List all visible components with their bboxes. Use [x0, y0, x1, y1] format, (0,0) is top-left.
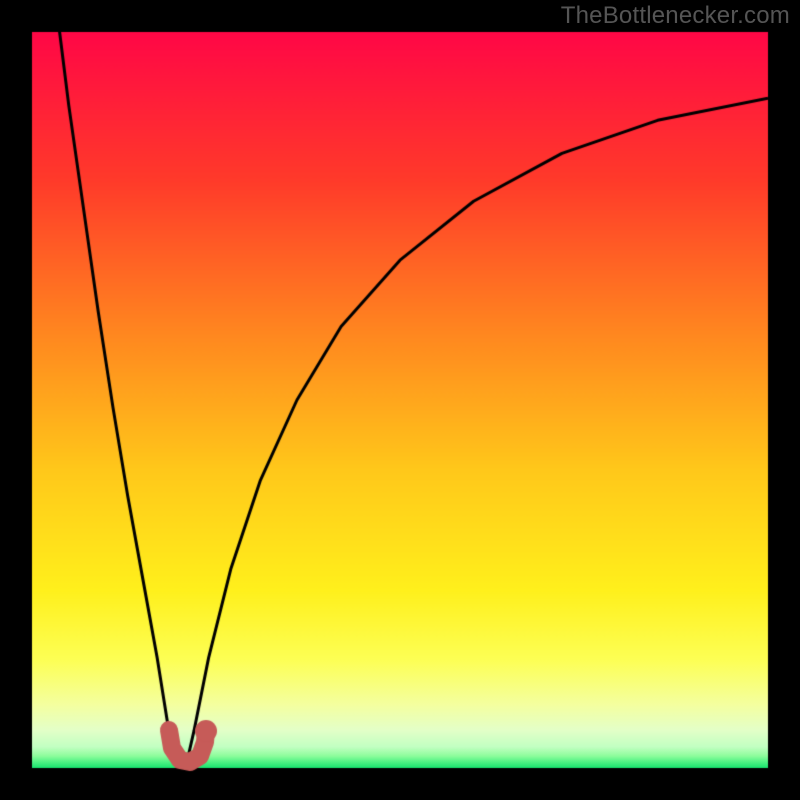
- watermark-text: TheBottlenecker.com: [561, 2, 790, 30]
- chart-stage: TheBottlenecker.com: [0, 0, 800, 800]
- bottleneck-chart-canvas: [0, 0, 800, 800]
